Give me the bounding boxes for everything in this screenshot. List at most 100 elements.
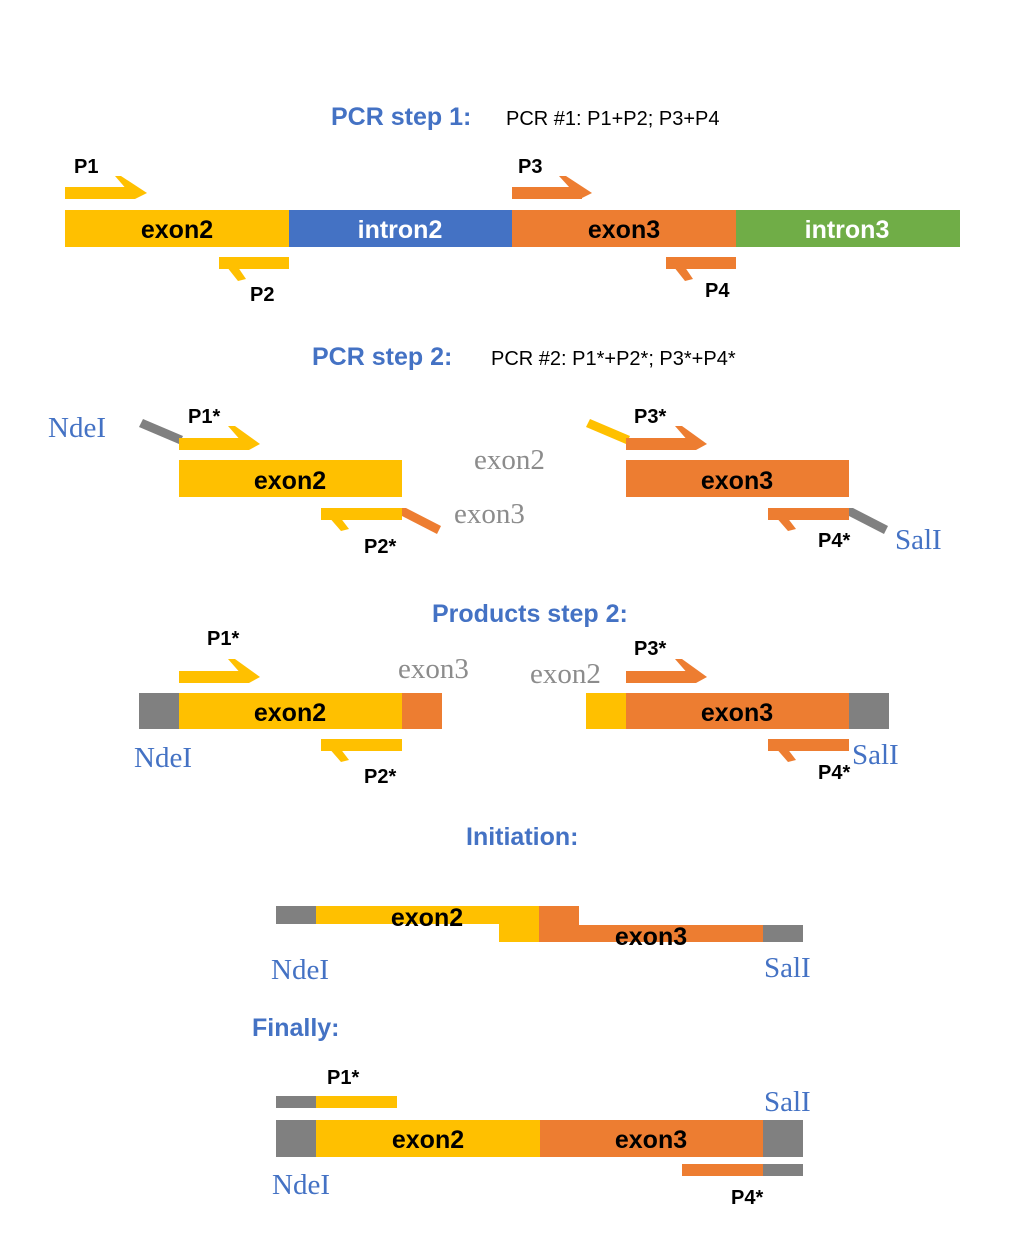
exon3-overlap-block bbox=[539, 906, 579, 942]
exon2-label: exon2 bbox=[141, 216, 213, 244]
p1star-primer-bar bbox=[179, 438, 249, 450]
p3star-primer-bar bbox=[626, 438, 696, 450]
exon2-label: exon2 bbox=[392, 1126, 464, 1154]
ndei-site-label: NdeI bbox=[48, 412, 106, 444]
p3-primer-hook bbox=[559, 176, 592, 199]
exon2-segment bbox=[179, 693, 402, 729]
p1star-label: P1* bbox=[207, 628, 239, 650]
exon3-tail bbox=[402, 508, 441, 534]
step1-heading: PCR step 1: bbox=[331, 103, 471, 131]
exon3-label: exon3 bbox=[615, 923, 687, 951]
exon2-strand bbox=[316, 906, 539, 924]
step1-subtitle: PCR #1: P1+P2; P3+P4 bbox=[506, 108, 719, 130]
intron3-label: intron3 bbox=[805, 216, 890, 244]
p4star-primer-hook bbox=[768, 508, 796, 531]
initiation-section: Initiation: exon2 exon3 NdeI SalI bbox=[271, 823, 811, 986]
p4-label: P4 bbox=[705, 280, 730, 302]
step2-subtitle: PCR #2: P1*+P2*; P3*+P4* bbox=[491, 348, 736, 370]
ndei-adapter bbox=[139, 693, 179, 729]
ndei-site-label: NdeI bbox=[134, 742, 192, 774]
exon3-segment bbox=[540, 1120, 763, 1157]
p1star-label: P1* bbox=[327, 1067, 359, 1089]
intron2-label: intron2 bbox=[358, 216, 443, 244]
p1star-primer-bar bbox=[316, 1096, 397, 1108]
exon2-label: exon2 bbox=[254, 467, 326, 495]
sali-adapter bbox=[849, 693, 889, 729]
sali-tail bbox=[849, 508, 888, 534]
p2star-label: P2* bbox=[364, 766, 396, 788]
p3-label: P3 bbox=[518, 156, 542, 178]
p2star-primer-hook bbox=[321, 739, 349, 762]
exon2-overlap-block bbox=[499, 906, 539, 942]
p2star-primer-hook bbox=[321, 508, 349, 531]
products-heading: Products step 2: bbox=[432, 600, 628, 628]
exon2-overhang bbox=[586, 693, 626, 729]
ndei-site-label: NdeI bbox=[272, 1169, 330, 1201]
sali-site-label: SalI bbox=[895, 524, 942, 556]
exon3-strand bbox=[579, 925, 763, 942]
step1-section: PCR step 1: PCR #1: P1+P2; P3+P4 P1 P3 e… bbox=[65, 103, 960, 306]
p3star-primer-hook bbox=[675, 659, 707, 683]
step2-section: PCR step 2: PCR #2: P1*+P2*; P3*+P4* Nde… bbox=[48, 343, 942, 558]
exon3-overhang-label: exon3 bbox=[398, 653, 469, 685]
p4star-label: P4* bbox=[818, 762, 850, 784]
finally-heading: Finally: bbox=[252, 1014, 340, 1042]
p1star-primer-hook bbox=[228, 426, 260, 450]
exon2-overhang-label: exon2 bbox=[530, 658, 601, 690]
p2star-primer-bar bbox=[321, 739, 402, 751]
p1star-primer-hook bbox=[228, 659, 260, 683]
ndei-primer-tail bbox=[276, 1096, 316, 1108]
sali-site-label: SalI bbox=[764, 1086, 811, 1118]
p3star-label: P3* bbox=[634, 406, 666, 428]
exon3-label: exon3 bbox=[615, 1126, 687, 1154]
p2star-primer-bar bbox=[321, 508, 402, 520]
ndei-site-label: NdeI bbox=[271, 954, 329, 986]
exon3-label: exon3 bbox=[588, 216, 660, 244]
sali-adapter bbox=[763, 925, 803, 942]
p1star-label: P1* bbox=[188, 406, 220, 428]
exon3-tail-label: exon3 bbox=[454, 498, 525, 530]
finally-section: Finally: P1* SalI exon2 exon3 NdeI P4* bbox=[252, 1014, 811, 1209]
intron2-segment bbox=[289, 210, 512, 247]
exon2-segment bbox=[65, 210, 289, 247]
exon3-overhang bbox=[402, 693, 442, 729]
p2star-label: P2* bbox=[364, 536, 396, 558]
p4-primer-hook bbox=[666, 257, 693, 281]
intron3-segment bbox=[736, 210, 960, 247]
sali-site-label: SalI bbox=[764, 952, 811, 984]
p1-primer-hook bbox=[115, 176, 147, 199]
sali-adapter bbox=[763, 1120, 803, 1157]
exon2-label: exon2 bbox=[391, 904, 463, 932]
p4star-primer-hook bbox=[768, 739, 796, 762]
exon2-segment bbox=[316, 1120, 540, 1157]
exon2-label: exon2 bbox=[254, 699, 326, 727]
p3-primer-bar bbox=[512, 187, 582, 199]
sali-primer-tail bbox=[763, 1164, 803, 1176]
p2-label: P2 bbox=[250, 284, 274, 306]
ndei-adapter bbox=[276, 1120, 316, 1157]
p1-primer-bar bbox=[65, 187, 135, 199]
step2-heading: PCR step 2: bbox=[312, 343, 452, 371]
exon2-segment bbox=[179, 460, 402, 497]
products-section: Products step 2: P1* exon3 exon2 NdeI P2… bbox=[134, 600, 899, 788]
ndei-adapter bbox=[276, 906, 316, 924]
exon2-tail-label: exon2 bbox=[474, 444, 545, 476]
p3star-primer-hook bbox=[675, 426, 707, 450]
ndei-tail bbox=[139, 419, 183, 444]
exon2-tail bbox=[586, 419, 630, 444]
exon3-segment bbox=[626, 693, 849, 729]
p4star-label: P4* bbox=[818, 530, 850, 552]
p3star-label: P3* bbox=[634, 638, 666, 660]
exon3-segment bbox=[512, 210, 736, 247]
p4star-primer-bar bbox=[768, 739, 849, 751]
p1star-primer-bar bbox=[179, 671, 249, 683]
initiation-heading: Initiation: bbox=[466, 823, 578, 851]
exon3-label: exon3 bbox=[701, 699, 773, 727]
p3star-primer-bar bbox=[626, 671, 696, 683]
p4star-primer-bar bbox=[682, 1164, 763, 1176]
p1-label: P1 bbox=[74, 156, 98, 178]
p2-primer-hook bbox=[219, 257, 246, 281]
p4star-label: P4* bbox=[731, 1187, 763, 1209]
exon3-segment bbox=[626, 460, 849, 497]
